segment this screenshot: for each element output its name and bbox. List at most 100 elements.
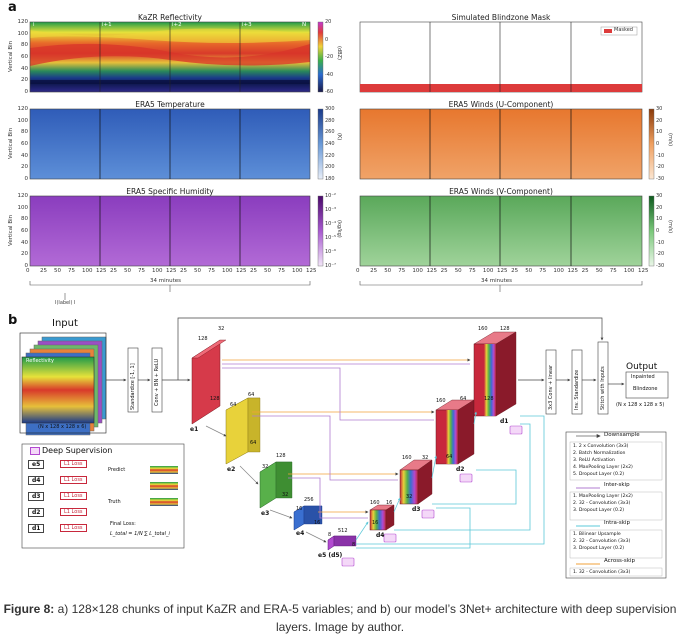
xtick-xticks-left-9: 100 <box>152 268 163 274</box>
chunk-label-i2: i+2 <box>172 22 182 28</box>
input-side-label: I(label) I <box>55 300 76 306</box>
cbar_v-tick-5: -20 <box>656 251 665 258</box>
xticks-right: 0 25 50 75 100 125 25 50 75 100 125 25 50 75 100 125 25 5… <box>356 268 649 276</box>
xtick-xticks-right-3: 75 <box>398 268 406 274</box>
decoder-1-dim-c: 64 <box>446 454 453 460</box>
xlabel-right: 34 minutes <box>481 278 513 284</box>
xtick-xticks-right-7: 50 <box>454 268 462 274</box>
decoder-3-name: d4 <box>376 532 385 539</box>
xtick-xticks-left-3: 75 <box>68 268 75 274</box>
legend-intra_skip-item-0: 1. Bilinear Upsample <box>573 532 621 537</box>
cbar_hum-tick-4: 10⁻⁶ <box>325 249 337 255</box>
decoder-d4 <box>369 504 395 531</box>
temp-title: ERA5 Temperature <box>135 100 205 109</box>
ds-row-2-name: d3 <box>28 492 45 501</box>
encoder-4-dim-b: 512 <box>338 528 348 534</box>
cbar_temp-tick-3: 240 <box>325 141 335 147</box>
encoder-0-name: e1 <box>190 426 199 433</box>
cbar_u-tick-4: -10 <box>656 152 665 159</box>
ds-title: Deep Supervision <box>42 446 113 455</box>
cbar_kazr-tick-2: -20 <box>325 54 334 60</box>
decoder-3-dim-a: 160 <box>370 500 380 506</box>
encoder-3-dim-c: 16 <box>314 520 321 526</box>
encoder-1-dim-a: 64 <box>230 402 237 408</box>
conv-bn-label: Conv + BN + ReLU <box>154 358 160 406</box>
decoder-1-dim-b: 64 <box>460 396 467 402</box>
xtick-xticks-left-8: 75 <box>138 268 145 274</box>
legend-downsample-item-0: 1. 2 x Convolution (3x3) <box>573 444 629 449</box>
encoder-2-dim-c: 32 <box>282 492 289 498</box>
encoder-3-dim-a: 16 <box>296 506 303 512</box>
ytick-1-2: 80 <box>21 129 28 136</box>
legend-downsample-title: Downsample <box>604 432 640 438</box>
cbar_hum-tick-0: 10⁻² <box>325 193 337 199</box>
ytick-2-3: 60 <box>21 228 28 234</box>
decoder-2-dim-b: 32 <box>422 455 429 461</box>
ds-formula: L_total = 1/N ∑ L_total_i <box>110 531 170 537</box>
xtick-xticks-right-11: 25 <box>511 268 519 274</box>
legend-intra_skip-title: Intra-skip <box>604 520 630 526</box>
cbar_hum-tick-1: 10⁻³ <box>325 207 337 213</box>
decoder-d2 <box>435 399 475 465</box>
xtick-xticks-right-2: 50 <box>384 268 392 274</box>
cbar_temp-tick-4: 220 <box>325 152 335 159</box>
ds-row-1-loss: L1 Loss <box>60 476 87 484</box>
cbar_kazr-tick-1: 0 <box>325 36 329 43</box>
ytick-0-5: 20 <box>21 77 28 84</box>
input-reflectivity-label: Reflectivity <box>26 358 54 364</box>
cbar_v-tick-1: 20 <box>656 204 663 211</box>
decoder-1-name: d2 <box>456 466 465 473</box>
encoder-1-dim-b: 64 <box>248 392 255 398</box>
cbar_v-unit: (m/s) <box>667 220 673 234</box>
cbar_temp-tick-1: 280 <box>325 117 335 124</box>
xtick-xticks-right-16: 25 <box>581 268 589 274</box>
standardize-label: Standardize [-1, 1] <box>130 363 136 410</box>
xtick-xticks-right-5: 125 <box>426 268 438 274</box>
kazr-title: KaZR Reflectivity <box>138 13 202 22</box>
cbar_kazr-unit: (dBZ) <box>336 46 342 60</box>
encoder-e4 <box>293 505 323 531</box>
panel-b-letter: b <box>8 313 18 328</box>
ytick-1-4: 40 <box>21 152 28 159</box>
stitch-label: Stitch with Inputs <box>600 366 606 410</box>
encoder-4-name: e5 (d5) <box>318 552 343 559</box>
xtick-xticks-right-9: 100 <box>482 268 494 274</box>
mask-legend-label: Masked <box>614 27 633 33</box>
cbar_hum-tick-3: 10⁻⁵ <box>325 235 337 241</box>
encoder-1-name: e2 <box>227 466 236 473</box>
ytick-1-5: 20 <box>21 164 28 171</box>
cbar_temp-tick-2: 260 <box>325 129 335 136</box>
decoder-d1 <box>473 331 517 417</box>
xtick-xticks-left-15: 125 <box>236 268 247 274</box>
cbar_hum-tick-5: 10⁻⁷ <box>325 263 337 269</box>
ytick-1-3: 60 <box>21 141 28 147</box>
encoder-4-dim-c: 8 <box>352 542 356 548</box>
cbar_temp-tick-0: 300 <box>325 106 335 112</box>
legend-downsample-item-3: 4. MaxPooling Layer (2x2) <box>573 465 633 470</box>
ytick-0-2: 80 <box>21 42 28 49</box>
xtick-xticks-right-17: 50 <box>595 268 603 274</box>
xtick-xticks-left-13: 75 <box>208 268 215 274</box>
humidity-title: ERA5 Specific Humidity <box>126 187 214 196</box>
xtick-xticks-left-17: 50 <box>264 268 271 274</box>
cbar_temp-tick-6: 180 <box>325 176 335 182</box>
encoder-3-name: e4 <box>296 530 305 537</box>
xtick-xticks-right-14: 100 <box>553 268 564 274</box>
xtick-xticks-left-20: 125 <box>306 268 317 274</box>
legend-intra_skip-item-1: 2. 32 - Convolution (3x3) <box>573 539 631 544</box>
decoder-3-dim-c: 16 <box>372 520 379 526</box>
conv-final-label: 3x3 Conv + linear <box>548 364 554 410</box>
panel-a-letter: a <box>8 0 17 15</box>
legend-inter_skip-item-2: 3. Dropout Layer (0.2) <box>573 508 625 513</box>
cbar_u-tick-6: -30 <box>656 176 665 182</box>
decoder-1-dim-a: 160 <box>436 398 446 404</box>
decoder-2-name: d3 <box>412 506 421 513</box>
xtick-xticks-left-12: 50 <box>194 268 201 274</box>
xtick-xticks-left-14: 100 <box>222 268 233 274</box>
xtick-xticks-left-4: 100 <box>82 268 93 274</box>
encoder-e1 <box>191 339 227 425</box>
ytick-0-6: 0 <box>24 89 29 95</box>
ds-icon <box>30 447 40 455</box>
legend-inter_skip-item-1: 2. 32 - Convolution (3x3) <box>573 501 631 506</box>
legend-inter_skip-item-0: 1. MaxPooling Layer (2x2) <box>573 494 633 499</box>
